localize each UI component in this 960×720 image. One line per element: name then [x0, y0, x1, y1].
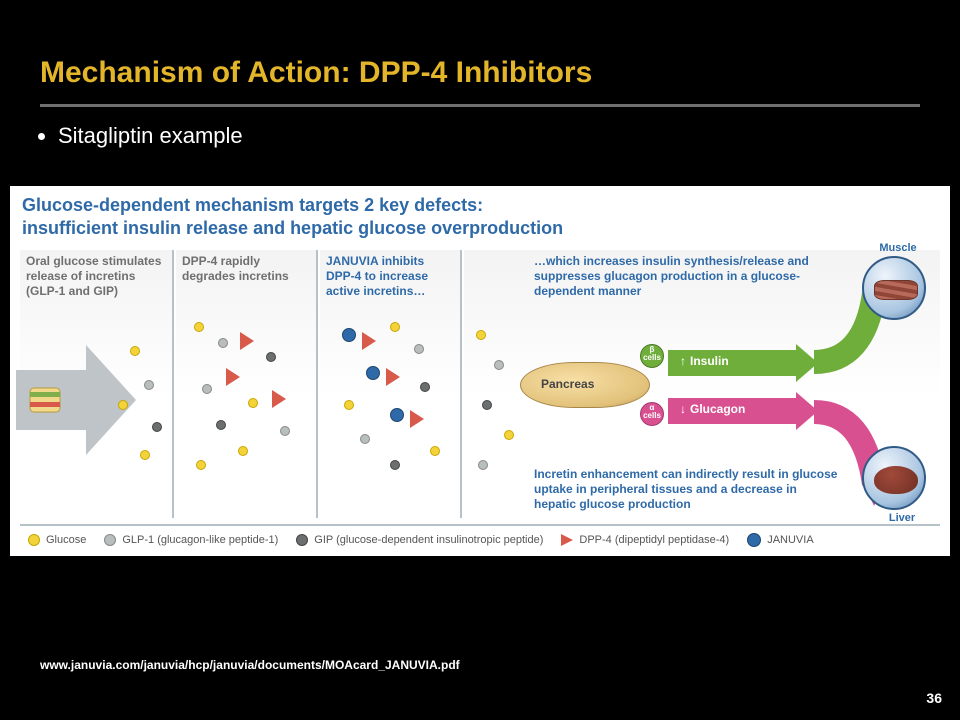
source-citation: www.januvia.com/januvia/hcp/januvia/docu…: [40, 658, 460, 672]
pancreas-icon: Pancreas: [520, 362, 650, 408]
legend-item: JANUVIA: [747, 533, 813, 547]
dpp4-icon: [226, 368, 240, 386]
bullet-list: Sitagliptin example: [0, 119, 960, 153]
dpp4-icon: [240, 332, 254, 350]
panel-4-note: Incretin enhancement can indirectly resu…: [534, 467, 840, 512]
page-number: 36: [926, 690, 942, 706]
dpp4-swatch-icon: [561, 534, 573, 546]
title-rule: [40, 104, 920, 107]
beta-cell-badge: β cells: [640, 344, 664, 368]
mechanism-figure: Glucose-dependent mechanism targets 2 ke…: [10, 186, 950, 556]
januvia-icon: [390, 408, 404, 422]
panel-2-label: DPP-4 rapidly degrades incretins: [182, 254, 310, 284]
intake-arrow-icon: [16, 340, 136, 460]
alpha-cell-badge: α cells: [640, 402, 664, 426]
panel-sep-3: [460, 250, 462, 518]
panel-sep-1: [172, 250, 174, 518]
legend-item: GIP (glucose-dependent insulinotropic pe…: [296, 534, 543, 546]
slide-title: Mechanism of Action: DPP-4 Inhibitors: [0, 0, 960, 100]
figure-title: Glucose-dependent mechanism targets 2 ke…: [10, 186, 950, 247]
liver-label: Liver: [882, 512, 922, 524]
panel-2: DPP-4 rapidly degrades incretins: [176, 250, 316, 518]
bullet-item: Sitagliptin example: [58, 119, 960, 153]
muscle-label: Muscle: [878, 242, 918, 254]
panel-4: …which increases insulin synthesis/relea…: [464, 250, 940, 518]
figure-title-line2: insufficient insulin release and hepatic…: [22, 218, 563, 238]
dpp4-icon: [362, 332, 376, 350]
figure-title-line1: Glucose-dependent mechanism targets 2 ke…: [22, 195, 483, 215]
slide: Mechanism of Action: DPP-4 Inhibitors Si…: [0, 0, 960, 720]
insulin-arrow: ↑Insulin: [668, 350, 818, 376]
liver-icon: [862, 446, 926, 510]
gip-swatch-icon: [296, 534, 308, 546]
legend-item: Glucose: [28, 534, 86, 546]
glucagon-arrow: ↓Glucagon: [668, 398, 818, 424]
dpp4-icon: [386, 368, 400, 386]
pancreas-label: Pancreas: [541, 377, 594, 391]
legend-item: GLP-1 (glucagon-like peptide-1): [104, 534, 278, 546]
panel-sep-2: [316, 250, 318, 518]
panel-3-label: JANUVIA inhibits DPP-4 to increase activ…: [326, 254, 454, 299]
januvia-swatch-icon: [747, 533, 761, 547]
legend-item: DPP-4 (dipeptidyl peptidase-4): [561, 534, 729, 546]
panel-4-label: …which increases insulin synthesis/relea…: [534, 254, 840, 299]
dpp4-icon: [272, 390, 286, 408]
januvia-icon: [342, 328, 356, 342]
muscle-icon: [862, 256, 926, 320]
panel-1: Oral glucose stimulates release of incre…: [20, 250, 172, 518]
dpp4-icon: [410, 410, 424, 428]
panel-1-label: Oral glucose stimulates release of incre…: [26, 254, 166, 299]
glp1-swatch-icon: [104, 534, 116, 546]
glucose-swatch-icon: [28, 534, 40, 546]
panels-container: Oral glucose stimulates release of incre…: [20, 250, 940, 522]
figure-legend: Glucose GLP-1 (glucagon-like peptide-1) …: [20, 524, 940, 554]
januvia-icon: [366, 366, 380, 380]
panel-3: JANUVIA inhibits DPP-4 to increase activ…: [320, 250, 460, 518]
